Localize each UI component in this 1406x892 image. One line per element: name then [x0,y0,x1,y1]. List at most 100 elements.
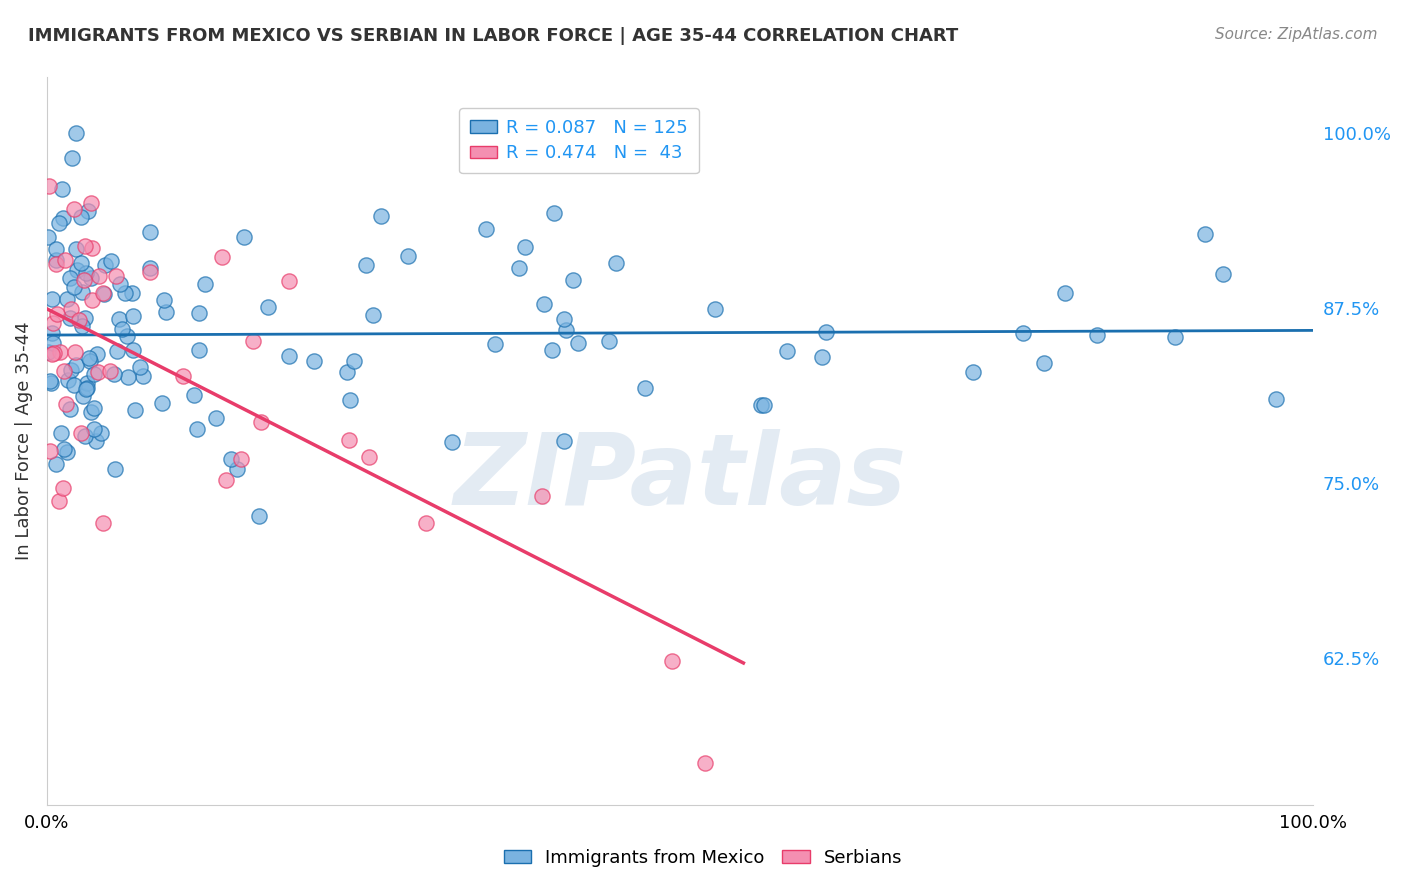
Point [138,261,160,276]
Point [73,273,96,287]
Point [65,127,87,141]
Point [562,273,585,287]
Point [695,756,717,770]
Point [62,280,84,294]
Point [361,309,384,323]
Point [82,241,104,255]
Point [80,195,103,210]
Point [555,322,578,336]
Point [70,318,93,333]
Point [484,337,506,351]
Point [1164,330,1187,344]
Point [45,458,67,472]
Point [150,396,173,410]
Point [70,285,93,299]
Point [211,250,233,264]
Point [60,151,83,165]
Point [188,343,211,357]
Point [69,211,91,225]
Point [531,490,554,504]
Point [1087,327,1109,342]
Point [155,305,177,319]
Point [59,363,82,377]
Point [108,277,131,292]
Point [66,262,89,277]
Point [51,182,73,196]
Point [69,256,91,270]
Point [59,270,82,285]
Point [38,178,60,193]
Point [152,293,174,308]
Text: IMMIGRANTS FROM MEXICO VS SERBIAN IN LABOR FORCE | AGE 35-44 CORRELATION CHART: IMMIGRANTS FROM MEXICO VS SERBIAN IN LAB… [28,27,959,45]
Point [73,239,96,253]
Point [94,258,117,272]
Point [193,277,215,292]
Point [70,425,93,440]
Point [83,422,105,436]
Point [540,343,562,358]
Point [114,286,136,301]
Point [45,252,67,267]
Point [37,345,59,359]
Point [121,286,143,301]
Point [38,444,60,458]
Point [515,240,537,254]
Point [52,211,75,226]
Point [87,269,110,284]
Point [42,345,65,359]
Point [128,359,150,374]
Point [215,473,238,487]
Point [41,292,63,306]
Point [132,368,155,383]
Point [370,209,392,223]
Point [48,494,70,508]
Point [1053,286,1076,301]
Point [124,403,146,417]
Point [183,388,205,402]
Point [55,292,77,306]
Point [186,422,208,436]
Point [533,297,555,311]
Point [80,271,103,285]
Point [65,358,87,372]
Point [77,203,100,218]
Point [661,654,683,668]
Point [67,313,90,327]
Point [121,310,143,324]
Point [52,481,75,495]
Point [1265,392,1288,406]
Point [86,347,108,361]
Point [219,452,242,467]
Point [56,445,79,459]
Point [76,376,98,391]
Point [39,374,62,388]
Point [42,316,65,330]
Point [111,321,134,335]
Point [98,364,121,378]
Point [63,345,86,359]
Point [117,370,139,384]
Point [962,365,984,379]
Point [63,377,86,392]
Legend: R = 0.087   N = 125, R = 0.474   N =  43: R = 0.087 N = 125, R = 0.474 N = 43 [458,108,699,173]
Point [749,398,772,412]
Point [811,350,834,364]
Point [105,268,128,283]
Point [278,274,301,288]
Point [598,334,620,349]
Point [87,365,110,379]
Point [508,261,530,276]
Point [1212,268,1234,282]
Text: ZIPatlas: ZIPatlas [454,429,907,526]
Point [354,258,377,272]
Text: Source: ZipAtlas.com: Source: ZipAtlas.com [1215,27,1378,42]
Point [242,334,264,348]
Point [51,425,73,440]
Point [1012,326,1035,341]
Point [474,222,496,236]
Point [75,429,97,443]
Point [72,389,94,403]
Point [59,302,82,317]
Point [232,230,254,244]
Point [100,253,122,268]
